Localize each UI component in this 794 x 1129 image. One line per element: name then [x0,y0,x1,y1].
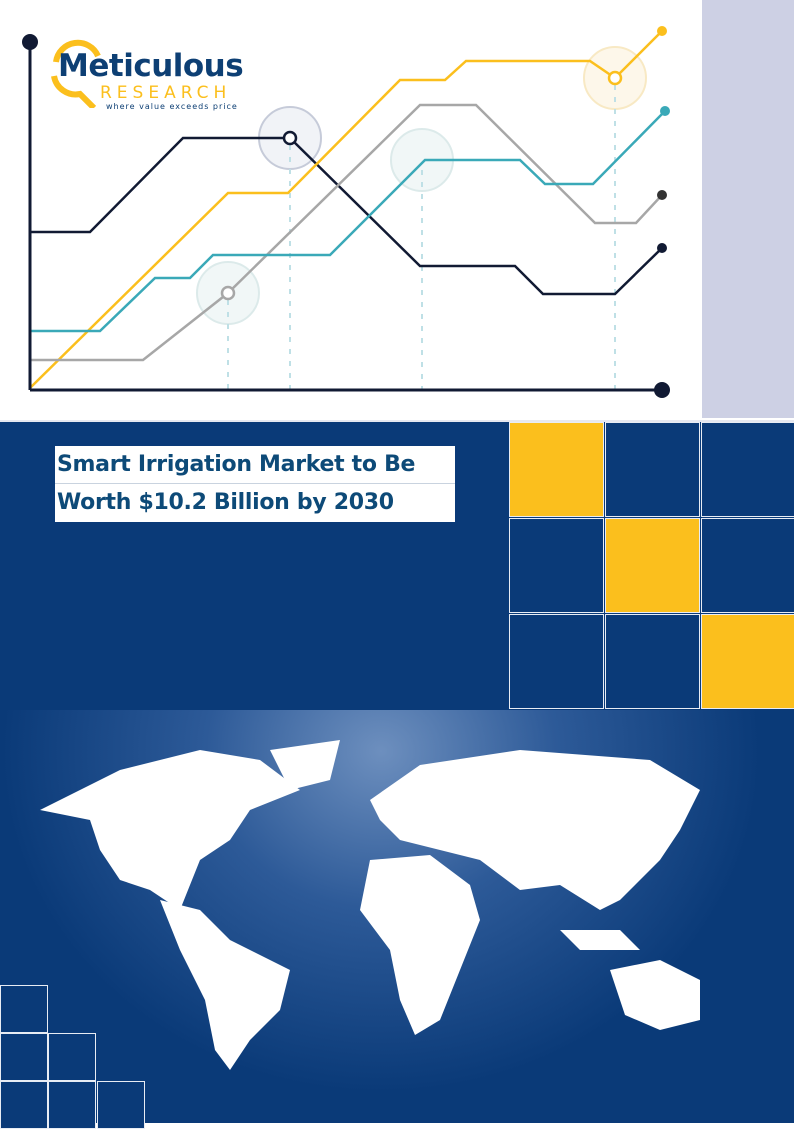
title-line-2: Worth $10.2 Billion by 2030 [57,490,394,515]
report-title: Smart Irrigation Market to Be Worth $10.… [55,446,455,522]
logo-sub: RESEARCH [100,83,232,103]
title-line-1: Smart Irrigation Market to Be [55,446,455,484]
world-map-section [0,710,794,1129]
side-panel [702,0,794,418]
magnifier-logo-icon [51,39,101,108]
decorative-line-graph [22,26,670,398]
logo: Meticulous RESEARCH where value exceeds … [48,36,258,111]
world-map-graphic [40,740,700,1070]
logo-name: Meticulous [58,48,244,84]
logo-tagline: where value exceeds price [106,102,238,111]
